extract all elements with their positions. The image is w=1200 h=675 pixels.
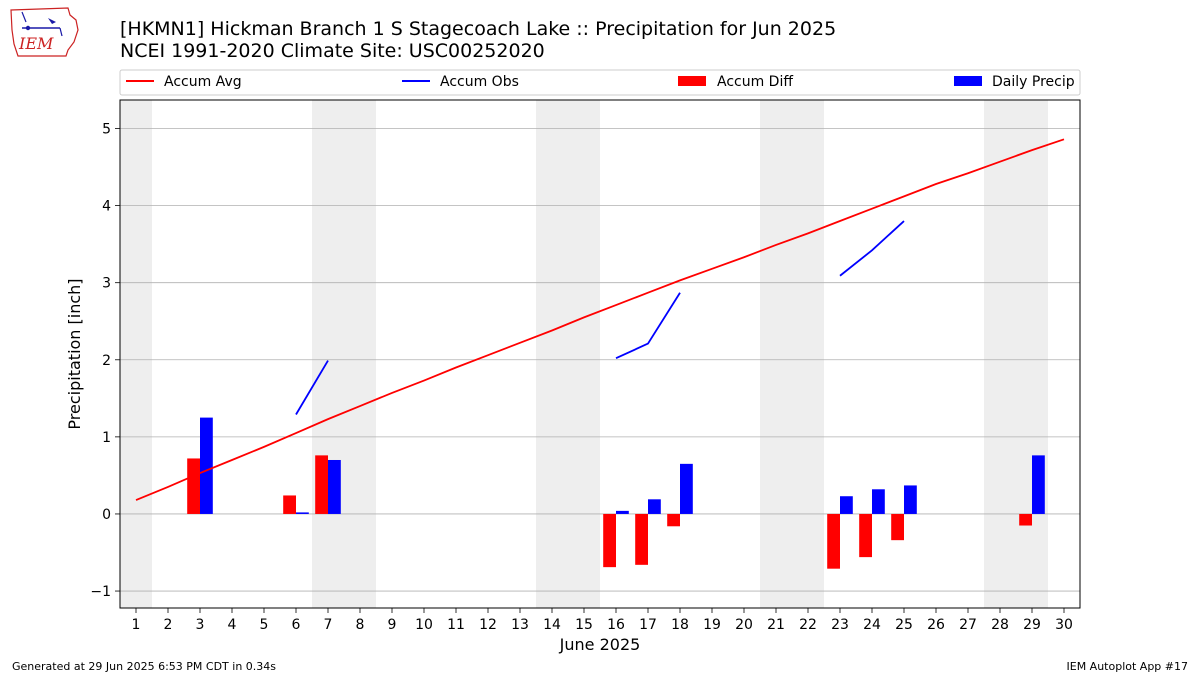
weekend-shade xyxy=(344,100,376,608)
x-tick-label: 28 xyxy=(991,617,1009,633)
daily-precip-bar xyxy=(648,499,661,514)
weekend-shade xyxy=(792,100,824,608)
accum-obs-line xyxy=(615,292,681,360)
x-tick-label: 6 xyxy=(292,617,301,633)
x-tick-label: 17 xyxy=(639,617,657,633)
accum-diff-bar xyxy=(1019,513,1032,526)
y-tick-label: 2 xyxy=(102,353,111,369)
x-tick-label: 15 xyxy=(575,617,593,633)
weekend-shade xyxy=(120,100,152,608)
x-tick-label: 8 xyxy=(356,617,365,633)
daily-precip-bar xyxy=(328,459,341,514)
x-tick-label: 27 xyxy=(959,617,977,633)
legend-swatch xyxy=(678,76,706,86)
y-tick-label: 0 xyxy=(102,507,111,523)
legend-box xyxy=(119,69,1081,96)
x-tick-label: 29 xyxy=(1023,617,1041,633)
accum-diff-bar xyxy=(283,495,296,514)
y-tick-label: 5 xyxy=(102,122,111,138)
accum-diff-bar xyxy=(891,513,904,541)
x-tick-label: 22 xyxy=(799,617,817,633)
y-tick-label: 1 xyxy=(102,430,111,446)
logo-text: IEM xyxy=(18,34,54,53)
legend-label: Daily Precip xyxy=(992,74,1075,90)
x-tick-label: 25 xyxy=(895,617,913,633)
x-tick-label: 24 xyxy=(863,617,881,633)
x-tick-label: 20 xyxy=(735,617,753,633)
y-tick-label: 4 xyxy=(102,199,111,215)
accum-diff-bar xyxy=(827,513,840,569)
weekend-shade xyxy=(1016,100,1048,608)
weekend-shade xyxy=(760,100,792,608)
weekend-shade xyxy=(536,100,568,608)
y-axis-label: Precipitation [inch] xyxy=(65,278,84,429)
accum-diff-bar xyxy=(859,513,872,558)
accum-diff-bar xyxy=(667,513,680,527)
chart-title-line2: NCEI 1991-2020 Climate Site: USC00252020 xyxy=(120,40,545,62)
x-tick-label: 16 xyxy=(607,617,625,633)
x-tick-label: 5 xyxy=(260,617,269,633)
x-tick-label: 10 xyxy=(415,617,433,633)
iem-logo: IEM xyxy=(8,6,80,58)
x-axis-label: June 2025 xyxy=(559,635,641,654)
x-tick-label: 11 xyxy=(447,617,465,633)
legend: Accum Avg Accum Obs Accum Diff Daily Precip xyxy=(119,69,1081,96)
daily-precip-bar xyxy=(680,463,693,514)
x-tick-label: 18 xyxy=(671,617,689,633)
daily-precip-bar xyxy=(840,496,853,514)
x-tick-label: 3 xyxy=(196,617,205,633)
daily-precip-bar xyxy=(1032,455,1045,514)
x-tick-label: 1 xyxy=(132,617,141,633)
x-tick-label: 2 xyxy=(164,617,173,633)
accum-obs-line xyxy=(295,360,329,415)
x-tick-label: 23 xyxy=(831,617,849,633)
x-tick-label: 19 xyxy=(703,617,721,633)
x-tick-label: 26 xyxy=(927,617,945,633)
x-tick-label: 30 xyxy=(1055,617,1073,633)
footer-generated: Generated at 29 Jun 2025 6:53 PM CDT in … xyxy=(12,660,276,673)
x-tick-label: 14 xyxy=(543,617,561,633)
legend-label: Accum Avg xyxy=(164,74,242,90)
weekend-shade xyxy=(984,100,1016,608)
weekend-shade xyxy=(312,100,344,608)
chart-title-line1: [HKMN1] Hickman Branch 1 S Stagecoach La… xyxy=(120,18,836,40)
daily-precip-bar xyxy=(200,417,213,514)
accum-obs-line xyxy=(839,220,905,277)
accum-diff-bar xyxy=(603,513,616,568)
accum-diff-bar xyxy=(635,513,648,565)
y-tick-label: 3 xyxy=(102,276,111,292)
legend-label: Accum Obs xyxy=(440,74,519,90)
x-tick-label: 7 xyxy=(324,617,333,633)
weekend-shade xyxy=(568,100,600,608)
daily-precip-bar xyxy=(872,489,885,514)
footer-app: IEM Autoplot App #17 xyxy=(1067,660,1189,673)
y-tick-label: −1 xyxy=(90,584,111,600)
accum-avg-line xyxy=(135,138,1065,501)
daily-precip-bar xyxy=(616,510,629,514)
accum-diff-bar xyxy=(315,455,328,514)
x-tick-label: 13 xyxy=(511,617,529,633)
daily-precip-bar xyxy=(296,512,309,514)
x-tick-label: 21 xyxy=(767,617,785,633)
x-tick-label: 9 xyxy=(388,617,397,633)
legend-label: Accum Diff xyxy=(717,74,793,90)
x-tick-label: 4 xyxy=(228,617,237,633)
x-tick-label: 12 xyxy=(479,617,497,633)
accum-diff-bar xyxy=(187,458,200,514)
legend-swatch xyxy=(954,76,982,86)
plot-frame xyxy=(119,99,1081,609)
daily-precip-bar xyxy=(904,485,917,514)
